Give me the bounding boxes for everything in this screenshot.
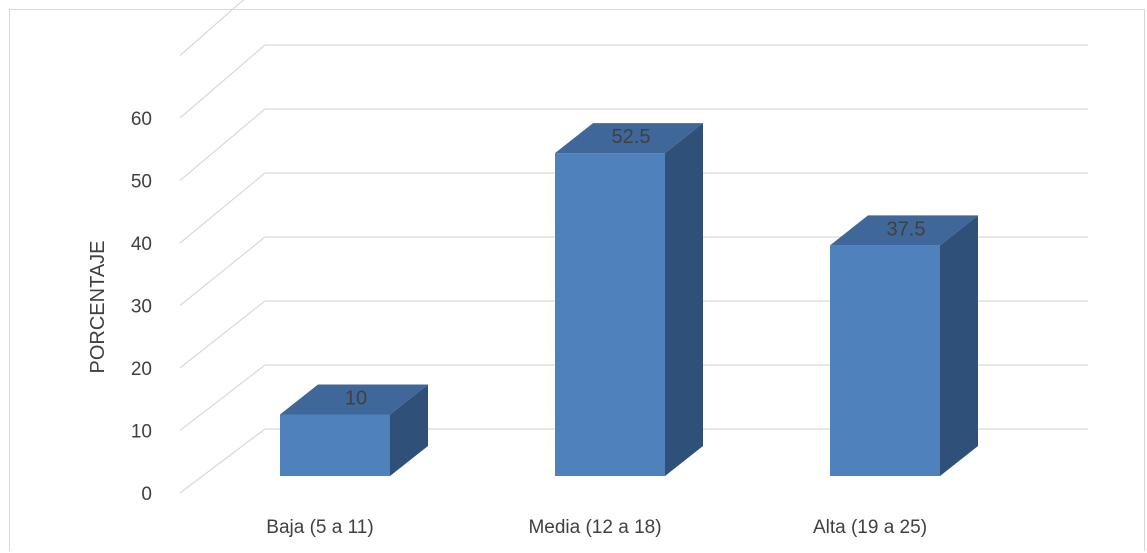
bar-side — [390, 384, 428, 476]
y-tick-label: 60 — [131, 109, 152, 130]
bar-side — [940, 215, 978, 476]
y-tick-label: 10 — [131, 422, 152, 443]
bar-top — [555, 123, 703, 154]
bar-front — [830, 245, 940, 476]
y-axis-title: PORCENTAJE — [87, 241, 109, 374]
x-axis-ticks: Baja (5 a 11) Media (12 a 18) Alta (19 a 2… — [266, 517, 927, 538]
bar-side — [665, 123, 703, 476]
data-label: 10 — [345, 388, 367, 410]
y-tick-label: 30 — [131, 297, 152, 318]
gridline — [179, 0, 245, 56]
data-label: 52.5 — [612, 126, 651, 148]
bar-top — [280, 384, 428, 415]
bars — [280, 123, 978, 476]
bar — [280, 384, 428, 476]
data-label: 37.5 — [887, 218, 926, 240]
bar-top — [830, 215, 978, 246]
data-labels: 10 52.5 37.5 — [345, 126, 926, 409]
x-tick-label: Baja (5 a 11) — [266, 517, 373, 538]
bar — [555, 123, 703, 476]
y-tick-label: 50 — [131, 172, 152, 193]
x-tick-label: Alta (19 a 25) — [813, 517, 927, 538]
y-tick-label: 40 — [131, 234, 152, 255]
x-tick-label: Media (12 a 18) — [528, 517, 661, 538]
y-axis-ticks: 0 10 20 30 40 50 60 — [131, 109, 152, 505]
y-tick-label: 0 — [141, 484, 152, 505]
bar-front — [555, 153, 665, 476]
gridline — [179, 44, 1088, 119]
bar-front — [280, 414, 390, 476]
y-tick-label: 20 — [131, 359, 152, 380]
gridline — [179, 108, 1088, 181]
bar — [830, 215, 978, 476]
